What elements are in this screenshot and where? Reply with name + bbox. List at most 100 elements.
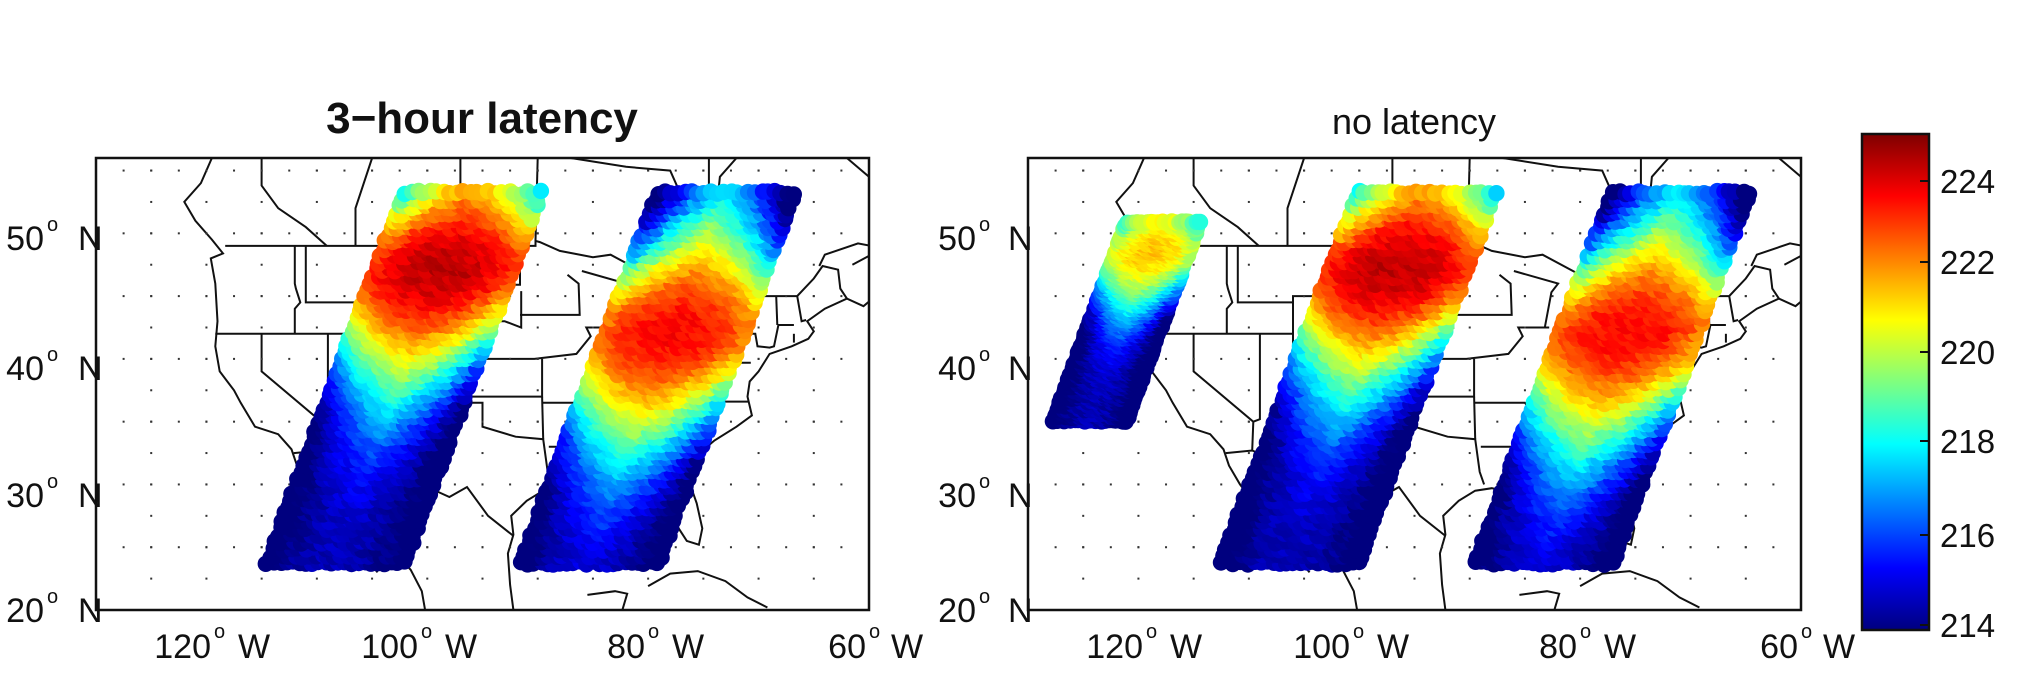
- basemap-line: [1728, 295, 1739, 323]
- grid-dot: [233, 546, 236, 549]
- grid-dot: [536, 452, 539, 455]
- basemap-line: [520, 274, 581, 316]
- grid-dot: [757, 577, 760, 580]
- grid-dot: [150, 546, 153, 549]
- grid-dot: [343, 169, 346, 172]
- grid-dot: [1220, 357, 1223, 360]
- grid-dot: [1082, 577, 1085, 580]
- grid-dot: [1082, 200, 1085, 203]
- grid-dot: [150, 420, 153, 423]
- grid-dot: [1330, 169, 1333, 172]
- grid-dot: [315, 232, 318, 235]
- grid-dot: [729, 483, 732, 486]
- basemap-line: [1579, 570, 1700, 609]
- grid-dot: [1523, 389, 1526, 392]
- grid-dot: [1303, 169, 1306, 172]
- grid-dot: [1772, 295, 1775, 298]
- grid-dot: [785, 483, 788, 486]
- grid-dot: [233, 357, 236, 360]
- grid-dot: [1468, 452, 1471, 455]
- grid-dot: [1247, 452, 1250, 455]
- grid-dot: [1330, 232, 1333, 235]
- grid-dot: [509, 420, 512, 423]
- grid-dot: [1579, 169, 1582, 172]
- grid-dot: [1303, 263, 1306, 266]
- grid-dot: [1744, 295, 1747, 298]
- grid-dot: [1689, 577, 1692, 580]
- grid-dot: [509, 169, 512, 172]
- grid-dot: [702, 514, 705, 517]
- grid-dot: [1661, 169, 1664, 172]
- grid-dot: [840, 295, 843, 298]
- grid-dot: [1054, 169, 1057, 172]
- grid-dot: [1137, 577, 1140, 580]
- grid-dot: [536, 232, 539, 235]
- grid-dot: [177, 169, 180, 172]
- panel-1-x-ticks: 120 o W 100 o W 80 o W 60 o W: [154, 621, 923, 666]
- grid-dot: [1165, 420, 1168, 423]
- grid-dot: [1661, 483, 1664, 486]
- grid-dot: [619, 169, 622, 172]
- grid-dot: [1247, 577, 1250, 580]
- grid-dot: [260, 326, 263, 329]
- grid-dot: [1551, 295, 1554, 298]
- grid-dot: [371, 169, 374, 172]
- grid-dot: [315, 357, 318, 360]
- grid-dot: [1275, 232, 1278, 235]
- grid-dot: [674, 169, 677, 172]
- grid-dot: [1192, 263, 1195, 266]
- grid-dot: [1137, 420, 1140, 423]
- grid-dot: [1082, 263, 1085, 266]
- grid-dot: [260, 200, 263, 203]
- grid-dot: [1441, 483, 1444, 486]
- grid-dot: [812, 263, 815, 266]
- grid-dot: [233, 420, 236, 423]
- grid-dot: [1689, 514, 1692, 517]
- grid-dot: [453, 546, 456, 549]
- grid-dot: [812, 546, 815, 549]
- grid-dot: [702, 546, 705, 549]
- basemap-line: [731, 629, 744, 633]
- grid-dot: [1717, 357, 1720, 360]
- basemap-line: [647, 570, 768, 609]
- grid-dot: [1275, 295, 1278, 298]
- grid-dot: [1165, 483, 1168, 486]
- grid-dot: [1137, 200, 1140, 203]
- grid-dot: [1192, 326, 1195, 329]
- grid-dot: [647, 577, 650, 580]
- grid-dot: [1689, 389, 1692, 392]
- grid-dot: [1744, 169, 1747, 172]
- grid-dot: [1192, 452, 1195, 455]
- grid-dot: [1220, 483, 1223, 486]
- grid-dot: [1717, 483, 1720, 486]
- grid-dot: [1468, 357, 1471, 360]
- grid-dot: [1303, 200, 1306, 203]
- basemap-line: [1663, 629, 1676, 633]
- basemap-line: [1513, 270, 1560, 328]
- grid-dot: [536, 577, 539, 580]
- grid-dot: [1082, 169, 1085, 172]
- grid-dot: [1523, 577, 1526, 580]
- grid-dot: [481, 483, 484, 486]
- grid-dot: [481, 546, 484, 549]
- grid-dot: [177, 420, 180, 423]
- grid-dot: [481, 420, 484, 423]
- grid-dot: [1358, 169, 1361, 172]
- grid-dot: [729, 420, 732, 423]
- grid-dot: [785, 357, 788, 360]
- grid-dot: [177, 232, 180, 235]
- grid-dot: [1109, 483, 1112, 486]
- grid-dot: [757, 483, 760, 486]
- grid-dot: [1441, 420, 1444, 423]
- grid-dot: [812, 452, 815, 455]
- swath-point: [785, 186, 802, 203]
- grid-dot: [757, 389, 760, 392]
- grid-dot: [1634, 577, 1637, 580]
- grid-dot: [260, 389, 263, 392]
- grid-dot: [205, 452, 208, 455]
- grid-dot: [481, 577, 484, 580]
- grid-dot: [371, 200, 374, 203]
- grid-dot: [1579, 577, 1582, 580]
- grid-dot: [1468, 169, 1471, 172]
